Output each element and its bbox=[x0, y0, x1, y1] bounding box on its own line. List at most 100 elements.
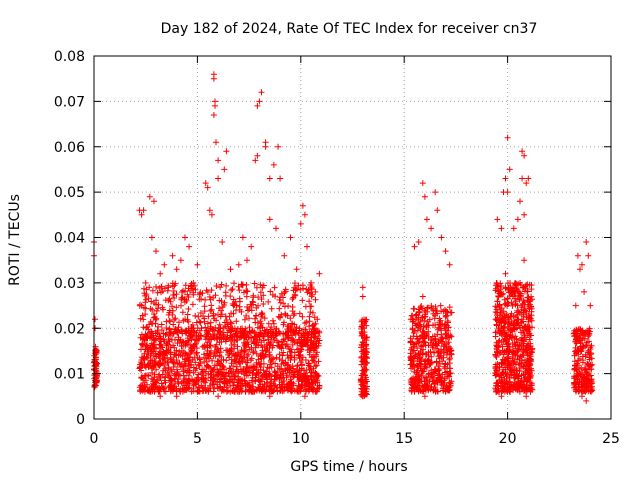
data-point bbox=[260, 301, 267, 307]
data-point bbox=[190, 369, 197, 376]
data-point bbox=[210, 71, 217, 78]
data-point bbox=[290, 373, 297, 380]
data-point bbox=[256, 98, 263, 105]
data-point bbox=[500, 351, 507, 358]
data-point bbox=[304, 243, 310, 250]
y-tick-label: 0.07 bbox=[54, 94, 85, 110]
data-point bbox=[92, 316, 98, 323]
data-point bbox=[179, 338, 186, 345]
data-point bbox=[251, 340, 257, 347]
data-point bbox=[520, 342, 527, 349]
data-point bbox=[583, 239, 590, 245]
data-point bbox=[154, 330, 161, 337]
data-point bbox=[438, 378, 445, 384]
data-point bbox=[510, 225, 517, 232]
data-point bbox=[289, 341, 296, 348]
data-point bbox=[246, 346, 253, 353]
x-axis-label: GPS time / hours bbox=[290, 459, 407, 475]
data-point bbox=[524, 378, 531, 385]
data-point bbox=[156, 362, 163, 369]
data-point bbox=[140, 316, 147, 323]
data-point bbox=[207, 307, 214, 314]
data-point bbox=[176, 348, 183, 355]
data-point bbox=[439, 358, 446, 365]
data-point bbox=[150, 341, 157, 348]
data-point bbox=[233, 366, 240, 373]
data-point bbox=[275, 313, 282, 320]
data-point bbox=[241, 328, 248, 335]
data-point bbox=[247, 329, 254, 336]
data-point bbox=[579, 393, 585, 400]
data-point bbox=[169, 303, 175, 310]
data-point bbox=[493, 329, 500, 336]
data-point bbox=[444, 361, 451, 368]
x-tick-label: 25 bbox=[602, 431, 620, 447]
data-point bbox=[202, 296, 209, 303]
data-point bbox=[577, 266, 583, 273]
data-point bbox=[360, 393, 367, 400]
data-point bbox=[280, 300, 287, 307]
data-point bbox=[285, 343, 291, 350]
data-point bbox=[297, 342, 304, 349]
data-point bbox=[188, 336, 195, 343]
data-point bbox=[585, 361, 592, 368]
data-point bbox=[308, 373, 315, 380]
data-point bbox=[585, 333, 591, 340]
data-point bbox=[231, 353, 238, 359]
data-point bbox=[189, 327, 196, 334]
data-point bbox=[502, 319, 509, 326]
data-point bbox=[173, 357, 180, 363]
data-point bbox=[151, 384, 158, 390]
data-point bbox=[586, 354, 593, 361]
data-point bbox=[316, 337, 323, 344]
data-point bbox=[518, 372, 525, 379]
data-point bbox=[158, 321, 165, 328]
data-point bbox=[444, 309, 451, 315]
data-point bbox=[421, 317, 428, 324]
data-point bbox=[421, 193, 428, 200]
data-point bbox=[446, 304, 453, 311]
data-point bbox=[252, 319, 259, 326]
data-point bbox=[143, 325, 150, 331]
data-point bbox=[146, 193, 153, 200]
data-point bbox=[257, 330, 264, 337]
data-point bbox=[226, 378, 233, 385]
data-point bbox=[521, 152, 528, 159]
data-point bbox=[254, 152, 261, 159]
data-point bbox=[215, 175, 222, 182]
data-point bbox=[241, 377, 248, 384]
data-point bbox=[439, 320, 446, 327]
data-point bbox=[432, 303, 439, 310]
data-point bbox=[151, 311, 157, 317]
data-point bbox=[579, 261, 585, 268]
data-point bbox=[270, 317, 276, 324]
data-point bbox=[215, 358, 222, 365]
data-point bbox=[431, 370, 438, 377]
data-point bbox=[248, 335, 255, 341]
data-point bbox=[311, 359, 318, 365]
data-point bbox=[278, 344, 285, 351]
data-point bbox=[519, 148, 526, 155]
data-point bbox=[261, 315, 268, 322]
data-point bbox=[276, 365, 283, 372]
data-point bbox=[163, 325, 170, 331]
data-point bbox=[315, 373, 322, 379]
y-axis-label: ROTI / TECUs bbox=[7, 194, 23, 286]
data-point bbox=[191, 343, 197, 350]
data-point bbox=[173, 266, 180, 273]
data-point bbox=[192, 312, 199, 319]
data-point bbox=[182, 339, 189, 346]
data-point bbox=[499, 356, 506, 363]
data-points bbox=[91, 71, 596, 404]
data-point bbox=[195, 313, 202, 320]
data-point bbox=[428, 302, 435, 309]
data-point bbox=[226, 313, 233, 320]
data-point bbox=[446, 356, 453, 363]
data-point bbox=[253, 372, 260, 379]
data-point bbox=[519, 175, 526, 182]
data-point bbox=[580, 386, 587, 393]
data-point bbox=[150, 364, 157, 371]
data-point bbox=[433, 358, 440, 365]
data-point bbox=[505, 280, 511, 287]
data-point bbox=[254, 102, 261, 109]
